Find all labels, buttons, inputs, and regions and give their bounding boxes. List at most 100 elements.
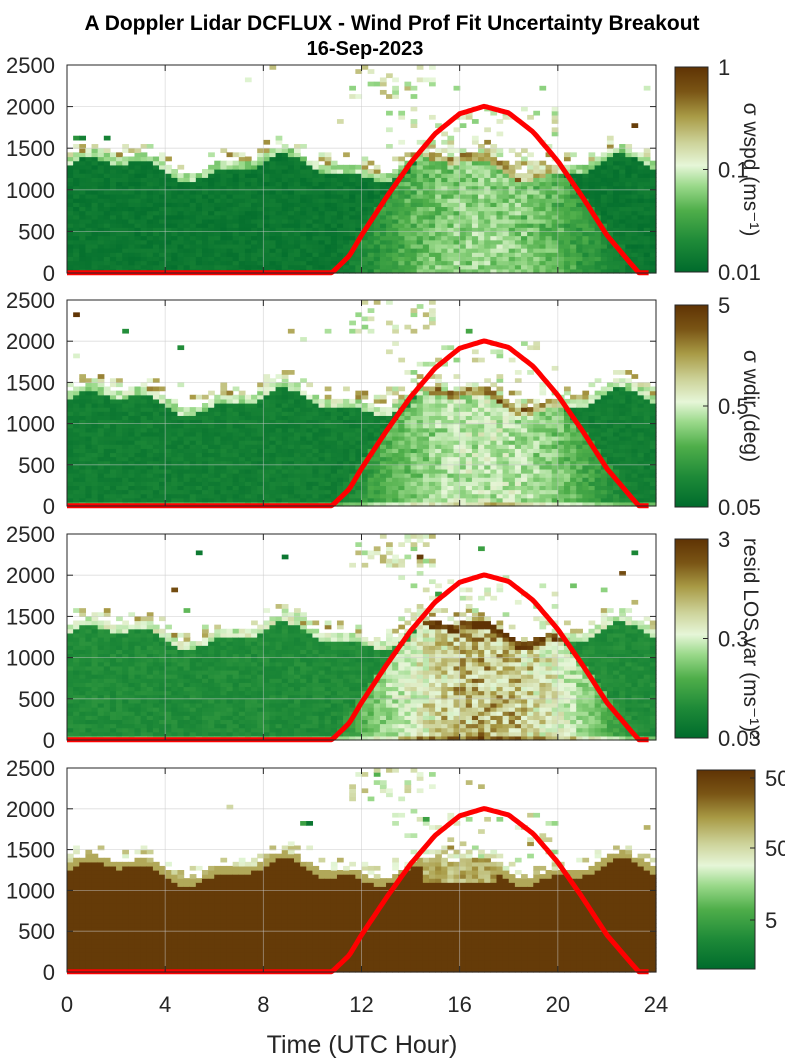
- heatmap-cell: [392, 497, 399, 503]
- heatmap-cell: [146, 231, 154, 237]
- heatmap-cell: [379, 444, 387, 449]
- heatmap-cell: [349, 227, 356, 232]
- heatmap-cell: [570, 235, 577, 241]
- heatmap-cell: [496, 214, 504, 220]
- heatmap-cell: [392, 214, 399, 220]
- heatmap-cell: [502, 193, 510, 199]
- heatmap-cell: [336, 403, 344, 408]
- heatmap-cell: [109, 210, 117, 216]
- heatmap-cell: [171, 248, 179, 253]
- heatmap-cell: [257, 210, 264, 216]
- heatmap-cell: [128, 464, 136, 470]
- heatmap-cell: [502, 419, 510, 425]
- heatmap-cell: [373, 493, 381, 499]
- heatmap-cell: [453, 419, 461, 425]
- heatmap-cell: [453, 227, 461, 232]
- heatmap-cell: [643, 156, 651, 162]
- heatmap-cell: [140, 206, 148, 212]
- heatmap-cell: [134, 398, 142, 404]
- heatmap-cell: [453, 398, 461, 404]
- heatmap-cell: [379, 227, 387, 232]
- heatmap-cell: [447, 160, 455, 166]
- heatmap-cell: [195, 468, 203, 474]
- heatmap-cell: [441, 411, 448, 416]
- heatmap-cell: [422, 227, 430, 232]
- heatmap-cell: [502, 403, 510, 408]
- heatmap-cell: [349, 423, 356, 429]
- heatmap-cell: [441, 477, 448, 482]
- heatmap-cell: [435, 177, 442, 183]
- heatmap-cell: [453, 148, 461, 153]
- heatmap-cell: [484, 493, 491, 499]
- heatmap-cell: [140, 382, 148, 388]
- heatmap-cell: [312, 169, 320, 174]
- heatmap-cell: [398, 435, 406, 441]
- heatmap-cell: [183, 243, 191, 249]
- heatmap-cell: [306, 448, 314, 454]
- heatmap-cell: [226, 202, 234, 208]
- heatmap-cell: [73, 239, 80, 245]
- heatmap-cell: [496, 248, 504, 253]
- heatmap-cell: [643, 252, 651, 257]
- heatmap-cell: [625, 169, 633, 174]
- heatmap-cell: [643, 164, 651, 170]
- heatmap-cell: [109, 156, 117, 162]
- heatmap-cell: [97, 189, 105, 195]
- heatmap-cell: [226, 456, 234, 462]
- heatmap-cell: [336, 411, 344, 416]
- heatmap-cell: [171, 493, 179, 499]
- heatmap-cell: [490, 231, 498, 237]
- heatmap-cell: [490, 256, 498, 262]
- heatmap-cell: [281, 173, 289, 178]
- heatmap-cell: [251, 173, 258, 178]
- heatmap-cell: [122, 169, 129, 174]
- heatmap-cell: [435, 206, 442, 212]
- heatmap-cell: [613, 177, 620, 183]
- heatmap-cell: [300, 248, 307, 253]
- heatmap-cell: [435, 243, 442, 249]
- heatmap-cell: [79, 235, 87, 241]
- heatmap-cell: [336, 423, 344, 429]
- heatmap-cell: [183, 198, 191, 203]
- heatmap-cell: [128, 239, 136, 245]
- heatmap-cell: [398, 239, 406, 245]
- heatmap-cell: [251, 440, 258, 445]
- heatmap-cell: [398, 440, 406, 445]
- heatmap-cell: [189, 473, 197, 478]
- heatmap-cell: [263, 264, 271, 270]
- heatmap-cell: [146, 403, 154, 408]
- heatmap-cell: [238, 243, 246, 249]
- heatmap-cell: [422, 460, 430, 466]
- heatmap-cell: [582, 256, 590, 262]
- heatmap-cell: [398, 398, 406, 404]
- heatmap-cell: [453, 223, 461, 228]
- heatmap-cell: [625, 189, 633, 195]
- heatmap-cell: [441, 206, 448, 212]
- heatmap-cell: [73, 252, 80, 257]
- heatmap-cell: [152, 460, 160, 466]
- heatmap-cell: [257, 239, 264, 245]
- heatmap-cell: [109, 427, 117, 433]
- heatmap-cell: [177, 415, 185, 421]
- heatmap-cell: [257, 394, 264, 400]
- heatmap-cell: [79, 181, 87, 187]
- heatmap-cell: [631, 123, 639, 128]
- heatmap-cell: [251, 493, 258, 499]
- heatmap-cell: [116, 481, 123, 486]
- heatmap-cell: [453, 473, 461, 478]
- heatmap-cell: [343, 481, 350, 486]
- heatmap-cell: [257, 256, 264, 262]
- heatmap-cell: [478, 427, 485, 433]
- heatmap-cell: [97, 218, 105, 224]
- heatmap-cell: [294, 464, 301, 470]
- heatmap-cell: [257, 181, 264, 187]
- heatmap-cell: [294, 164, 301, 170]
- heatmap-cell: [251, 198, 258, 203]
- heatmap-cell: [465, 169, 473, 174]
- heatmap-cell: [220, 173, 228, 178]
- heatmap-cell: [435, 497, 442, 503]
- heatmap-cell: [109, 264, 117, 270]
- heatmap-cell: [508, 223, 516, 228]
- heatmap-cell: [226, 214, 234, 220]
